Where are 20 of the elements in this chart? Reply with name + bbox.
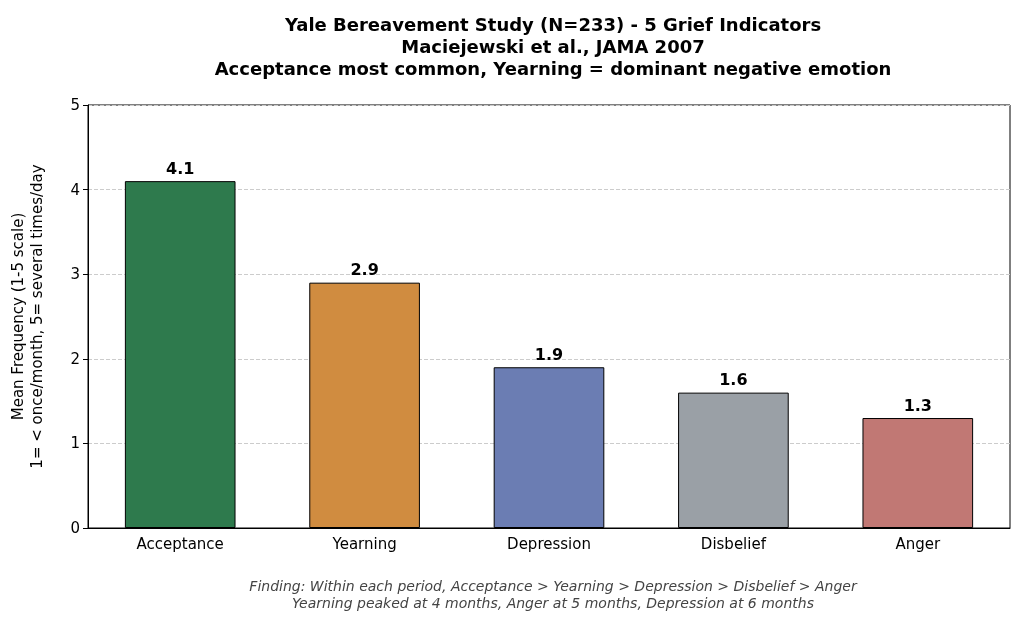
data-label: 2.9: [350, 260, 379, 280]
y-tick-label: 5: [70, 96, 80, 114]
data-label: 1.6: [719, 370, 748, 390]
chart-title: Yale Bereavement Study (N=233) - 5 Grief Indicators Maciejewski et al., JAMA 2007 Acceptance most common, Yearning = dominant negative emotion: [214, 13, 892, 79]
x-tick-label: Disbelief: [700, 534, 767, 553]
text: Yearning peaked at 4 months, Anger at 5 months, Depression at 6 months: [292, 594, 814, 611]
y-tick-label: 2: [70, 349, 80, 368]
x-tick-label: Depression: [507, 534, 591, 553]
y-tick-label: 1: [70, 434, 80, 453]
data-label: 1.9: [534, 344, 564, 364]
text: Finding: Within each period, Acceptance > Yearning > Depression > Disbelief > Anger: [249, 577, 858, 594]
x-tick-label: Acceptance: [136, 534, 224, 553]
y-tick-label: 0: [70, 519, 80, 537]
y-tick-label: 4: [70, 180, 80, 199]
data-label: 4.1: [166, 158, 195, 178]
data-label: 1.3: [903, 395, 932, 415]
y-tick-label: 3: [70, 265, 80, 284]
y-axis-title: Mean Frequency (1-5 scale) 1= < once/month, 5= several times/day: [8, 164, 46, 469]
x-tick-label: Anger: [895, 534, 941, 553]
x-tick-label: Yearning: [331, 534, 397, 553]
